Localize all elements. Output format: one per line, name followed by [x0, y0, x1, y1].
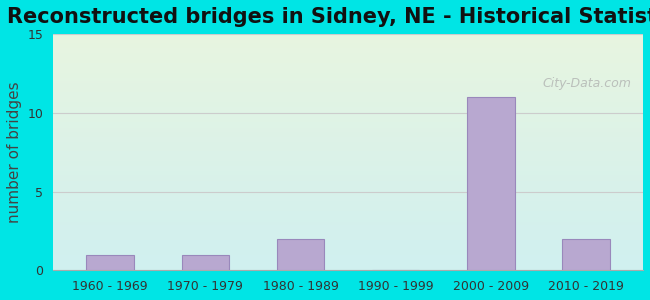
Bar	[562, 239, 610, 270]
Y-axis label: number of bridges: number of bridges	[7, 81, 22, 223]
Bar	[181, 255, 229, 270]
Bar	[277, 239, 324, 270]
Bar	[86, 255, 134, 270]
Bar	[467, 97, 515, 270]
Text: City-Data.com: City-Data.com	[542, 76, 631, 90]
Title: Reconstructed bridges in Sidney, NE - Historical Statistics: Reconstructed bridges in Sidney, NE - Hi…	[7, 7, 650, 27]
